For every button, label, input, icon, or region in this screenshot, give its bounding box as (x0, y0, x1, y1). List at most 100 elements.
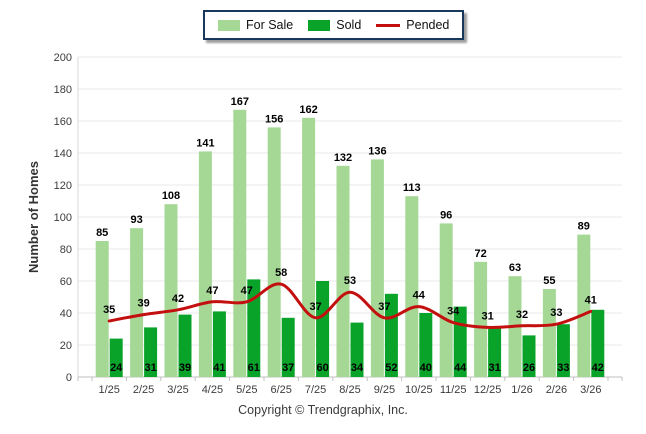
legend-item-for-sale: For Sale (218, 18, 293, 32)
sold-bar (178, 314, 192, 377)
x-tick-label: 2/25 (133, 384, 154, 396)
for-sale-bar (267, 127, 281, 378)
pended-value-label: 41 (585, 294, 597, 306)
pended-line (107, 282, 593, 329)
y-tick-label: 120 (54, 180, 72, 192)
for-sale-bar (95, 241, 109, 377)
sold-bar (281, 317, 295, 377)
for-sale-value-label: 85 (96, 227, 108, 239)
sold-value-label: 31 (144, 362, 156, 374)
y-tick-label: 80 (60, 244, 72, 256)
sold-value-label: 44 (454, 362, 467, 374)
x-tick-label: 11/25 (440, 384, 467, 396)
y-tick-label: 160 (54, 116, 72, 128)
x-tick-label: 3/25 (167, 384, 188, 396)
for-sale-bar (577, 234, 591, 377)
pended-line-swatch-icon (376, 23, 401, 27)
sold-value-label: 33 (557, 362, 569, 374)
sold-bar (419, 313, 433, 377)
sold-bar (109, 338, 123, 377)
pended-value-label: 39 (137, 298, 149, 310)
pended-value-label: 47 (206, 285, 218, 297)
sold-value-labels: 24 31 39 41 61 37 60 34 52 40 44 31 26 33 42 (110, 362, 604, 374)
x-tick-label: 1/25 (98, 384, 119, 396)
legend: For Sale Sold Pended (203, 10, 465, 40)
y-tick-label: 0 (66, 372, 72, 384)
for-sale-value-label: 96 (440, 209, 452, 221)
for-sale-bar (233, 109, 247, 378)
sold-bar (591, 309, 605, 377)
sold-value-label: 52 (385, 362, 397, 374)
pended-value-label: 37 (378, 301, 390, 313)
for-sale-value-label: 167 (231, 96, 249, 108)
pended-value-label: 58 (275, 267, 287, 279)
sold-bar (247, 279, 261, 377)
sold-value-label: 26 (523, 362, 535, 374)
for-sale-bar (542, 289, 556, 377)
copyright-text: Copyright © Trendgraphix, Inc. (238, 403, 408, 417)
for-sale-value-label: 108 (162, 190, 180, 202)
sold-bars (109, 279, 605, 377)
sold-value-label: 41 (213, 362, 225, 374)
y-axis-title: Number of Homes (26, 161, 41, 273)
gridlines (78, 56, 622, 346)
legend-label-pended: Pended (406, 18, 450, 32)
x-tick-label: 3/26 (580, 384, 601, 396)
axes (77, 57, 623, 381)
sold-value-label: 31 (488, 362, 500, 374)
sold-bar (488, 327, 502, 377)
pended-value-labels: 35 39 42 47 47 58 37 53 37 44 34 31 32 33 41 (103, 267, 597, 322)
y-tick-label: 140 (54, 148, 72, 160)
for-sale-bar (474, 261, 488, 377)
for-sale-bar (405, 196, 419, 377)
pended-value-label: 53 (344, 275, 356, 287)
for-sale-value-label: 132 (334, 152, 352, 164)
sold-value-label: 34 (351, 362, 364, 374)
x-axis-labels: 1/25 2/25 3/25 4/25 5/25 6/25 7/25 8/25 9/25 10/2… (98, 384, 601, 396)
x-tick-label: 6/25 (270, 384, 291, 396)
sold-bar (212, 311, 226, 377)
for-sale-value-label: 162 (299, 104, 317, 116)
for-sale-bar (130, 228, 144, 377)
for-sale-bar (370, 159, 384, 377)
y-tick-label: 180 (54, 84, 72, 96)
sold-value-label: 60 (316, 362, 328, 374)
x-tick-label: 8/25 (339, 384, 360, 396)
x-tick-label: 10/25 (405, 384, 433, 396)
sold-value-label: 40 (420, 362, 432, 374)
sold-value-label: 39 (179, 362, 191, 374)
sold-value-label: 24 (110, 362, 123, 374)
for-sale-bar (302, 117, 316, 378)
x-tick-label: 1/26 (511, 384, 532, 396)
x-tick-label: 2/26 (546, 384, 567, 396)
for-sale-value-label: 113 (403, 182, 421, 194)
sold-bar (522, 335, 536, 377)
for-sale-value-label: 141 (196, 137, 214, 149)
sold-bar (556, 324, 570, 377)
for-sale-value-label: 72 (474, 248, 486, 260)
x-tick-label: 7/25 (305, 384, 326, 396)
for-sale-bar (164, 204, 178, 377)
for-sale-bar (439, 223, 453, 377)
y-tick-label: 60 (60, 276, 72, 288)
y-tick-label: 20 (60, 340, 72, 352)
legend-label-sold: Sold (336, 18, 362, 32)
y-tick-label: 100 (54, 212, 72, 224)
sold-swatch-icon (308, 19, 331, 31)
x-tick-label: 12/25 (474, 384, 502, 396)
sold-bar (316, 281, 330, 377)
for-sale-value-label: 89 (578, 221, 590, 233)
pended-value-label: 35 (103, 304, 115, 316)
y-tick-label: 200 (54, 52, 72, 64)
pended-value-label: 31 (481, 310, 493, 322)
sold-value-label: 61 (248, 362, 260, 374)
for-sale-value-label: 63 (509, 262, 521, 274)
pended-value-label: 33 (550, 307, 562, 319)
pended-value-label: 42 (172, 293, 184, 305)
pended-value-label: 34 (447, 306, 460, 318)
for-sale-value-label: 93 (130, 214, 142, 226)
sold-bar (350, 322, 364, 377)
y-tick-label: 40 (60, 308, 72, 320)
